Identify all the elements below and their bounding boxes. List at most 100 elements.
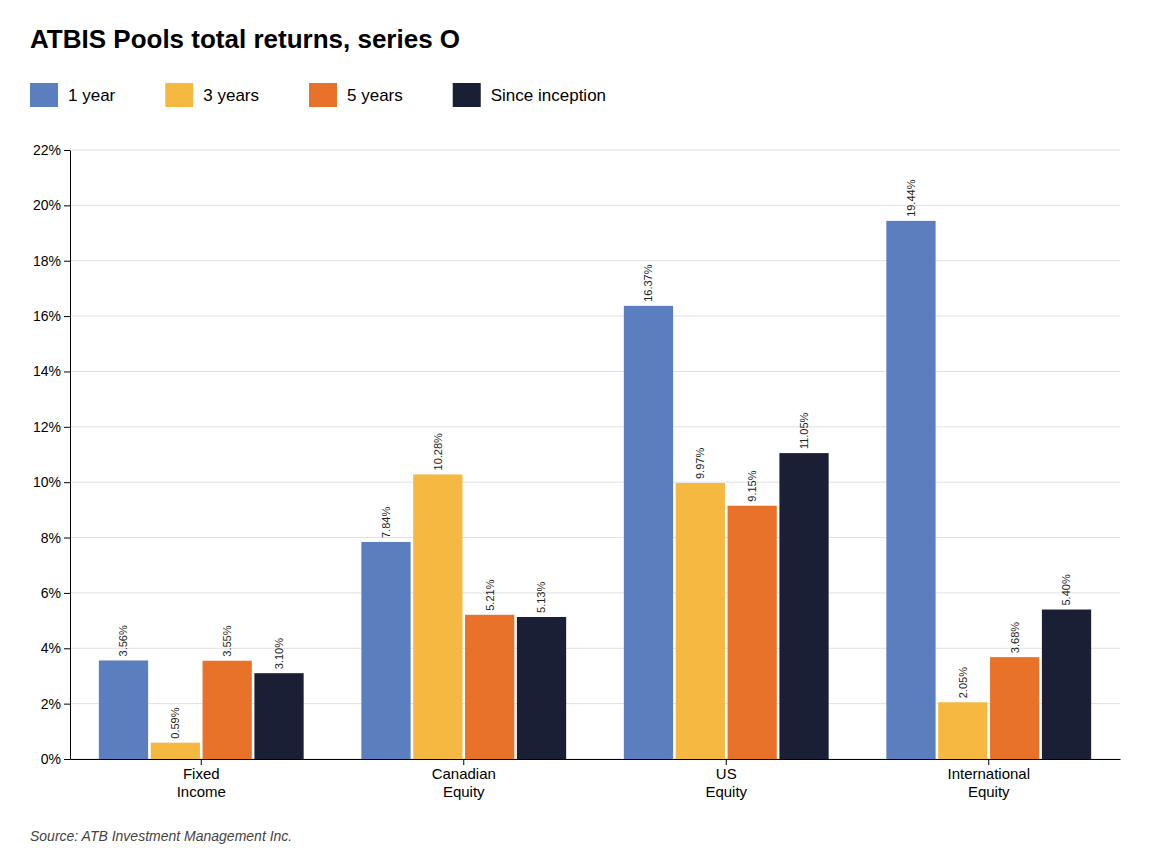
data-label: 0.59% [169, 707, 181, 738]
tick-mark [64, 482, 70, 483]
bar [517, 617, 566, 759]
data-label: 9.97% [694, 448, 706, 479]
tick-label: CanadianEquity [432, 765, 496, 800]
grid-line [70, 537, 1120, 538]
bar [151, 743, 200, 759]
tick-label: 4% [41, 640, 61, 656]
chart: ATBIS Pools total returns, series O1 yea… [0, 0, 1155, 859]
tick-mark [64, 205, 70, 206]
data-label: 3.55% [221, 625, 233, 656]
legend-label: 5 years [347, 86, 403, 105]
bar [1042, 610, 1091, 759]
grid-line [70, 205, 1120, 206]
data-label: 5.13% [535, 582, 547, 613]
legend-swatch [30, 83, 58, 107]
legend-item: 3 years [165, 83, 259, 107]
legend-label: 1 year [68, 86, 116, 105]
tick-mark [64, 593, 70, 594]
axis-line [70, 151, 71, 760]
tick-label: 14% [33, 363, 61, 379]
series [99, 221, 936, 759]
y-tick: 6% [41, 585, 70, 601]
y-axis: 0% 2% 4% 6% 8% 10% 12% 14% 16% 18% 20% 22% [33, 142, 71, 767]
bar [676, 483, 725, 759]
y-tick: 2% [41, 696, 70, 712]
grid-line [70, 426, 1120, 427]
legend-swatch [165, 83, 193, 107]
legend-swatch [453, 83, 481, 107]
bar [361, 542, 410, 759]
legend-label: Since inception [491, 86, 606, 105]
bar [990, 657, 1039, 759]
data-label: 10.28% [432, 433, 444, 471]
bar [254, 673, 303, 759]
x-tick: USEquity [705, 759, 747, 800]
bar [779, 453, 828, 759]
data-label: 3.56% [117, 625, 129, 656]
data-label: 3.10% [273, 638, 285, 669]
y-tick: 20% [33, 197, 70, 213]
y-tick: 4% [41, 640, 70, 656]
tick-label: 10% [33, 474, 61, 490]
tick-mark [64, 704, 70, 705]
tick-label: InternationalEquity [947, 765, 1030, 800]
tick-mark [64, 371, 70, 372]
tick-mark [64, 261, 70, 262]
legend-label: 3 years [203, 86, 259, 105]
grid [70, 150, 1120, 759]
x-tick: InternationalEquity [947, 759, 1030, 800]
tick-label: 18% [33, 253, 61, 269]
y-tick: 14% [33, 363, 70, 379]
plot: 0% 2% 4% 6% 8% 10% 12% 14% 16% 18% 20% 22% FixedInco… [33, 142, 1121, 800]
tick-label: 12% [33, 419, 61, 435]
tick-mark [64, 150, 70, 151]
data-label: 3.68% [1009, 622, 1021, 653]
grid-line [70, 260, 1120, 261]
grid-line [70, 592, 1120, 593]
grid-line [70, 482, 1120, 483]
y-tick: 12% [33, 419, 70, 435]
grid-line [70, 150, 1120, 151]
bar [886, 221, 935, 759]
bar [728, 506, 777, 759]
tick-label: 22% [33, 142, 61, 158]
tick-label: USEquity [705, 765, 747, 800]
bar [413, 474, 462, 759]
y-tick: 18% [33, 253, 70, 269]
bar [624, 306, 673, 759]
tick-label: 20% [33, 197, 61, 213]
tick-label: 2% [41, 696, 61, 712]
tick-mark [64, 316, 70, 317]
series [254, 453, 1091, 759]
bar [99, 660, 148, 759]
data-label: 11.05% [798, 412, 810, 449]
data-label: 2.05% [957, 667, 969, 698]
data-label: 19.44% [905, 179, 917, 217]
tick-mark [64, 538, 70, 539]
y-tick: 8% [41, 530, 70, 546]
legend: 1 year 3 years 5 years Since inception [30, 83, 606, 107]
x-tick: FixedIncome [177, 759, 226, 800]
x-axis: FixedIncome CanadianEquity USEquity Interna… [71, 759, 1121, 800]
tick-mark [64, 427, 70, 428]
bar [938, 702, 987, 759]
tick-label: 8% [41, 530, 61, 546]
series [151, 474, 988, 759]
data-label: 7.84% [380, 507, 392, 538]
y-tick: 10% [33, 474, 70, 490]
tick-mark [64, 759, 70, 760]
data-label: 9.15% [746, 470, 758, 501]
x-tick: CanadianEquity [432, 759, 496, 800]
tick-label: 6% [41, 585, 61, 601]
y-tick: 22% [33, 142, 70, 158]
data-label: 5.40% [1060, 574, 1072, 605]
data-label: 5.21% [484, 579, 496, 610]
tick-label: 0% [41, 751, 61, 767]
tick-label: 16% [33, 308, 61, 324]
bar [465, 615, 514, 759]
y-tick: 16% [33, 308, 70, 324]
tick-mark [64, 648, 70, 649]
data-label: 16.37% [642, 264, 654, 302]
legend-swatch [309, 83, 337, 107]
legend-item: 5 years [309, 83, 403, 107]
